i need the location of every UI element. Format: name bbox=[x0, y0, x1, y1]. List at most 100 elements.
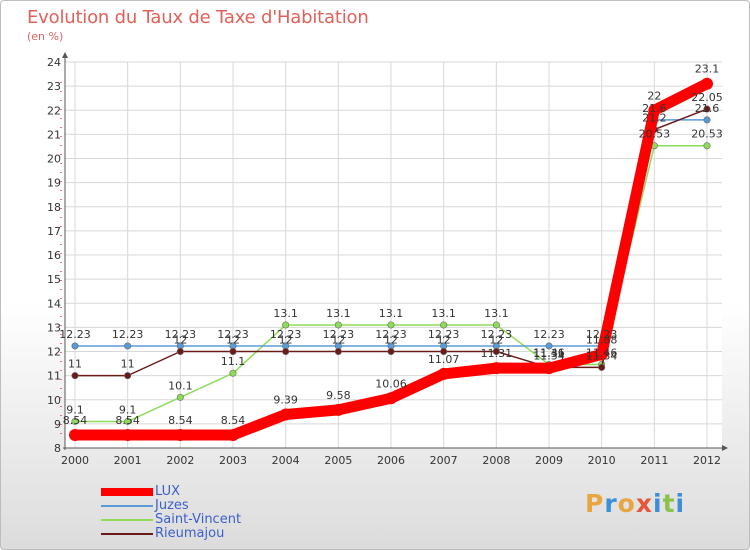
legend-item-saint-vincent: Saint-Vincent bbox=[101, 513, 241, 527]
data-point bbox=[334, 321, 342, 329]
logo-letter: P bbox=[585, 489, 605, 518]
x-tick-label: 2009 bbox=[535, 454, 563, 467]
data-label: 8.54 bbox=[115, 414, 140, 427]
y-tick-label: 9 bbox=[54, 418, 61, 431]
data-point bbox=[492, 321, 500, 329]
data-point bbox=[279, 408, 292, 421]
data-point bbox=[545, 342, 553, 350]
logo-letter: o bbox=[617, 489, 636, 518]
y-tick-label: 19 bbox=[47, 177, 61, 190]
logo-letter: x bbox=[635, 489, 653, 518]
data-point bbox=[124, 372, 132, 380]
data-label: 23.1 bbox=[695, 63, 720, 76]
data-label: 12 bbox=[331, 334, 345, 347]
data-point bbox=[332, 403, 345, 416]
data-label: 13.1 bbox=[484, 307, 509, 320]
data-label: 9.58 bbox=[326, 389, 351, 402]
logo-letter: i bbox=[653, 489, 663, 518]
data-label: 8.54 bbox=[63, 414, 88, 427]
y-tick-label: 10 bbox=[47, 394, 61, 407]
data-label: 9.1 bbox=[119, 403, 137, 416]
data-label: 10.1 bbox=[168, 379, 193, 392]
y-tick-label: 21 bbox=[47, 128, 61, 141]
x-tick-label: 2000 bbox=[61, 454, 89, 467]
data-label: 21.6 bbox=[642, 102, 667, 115]
y-tick-label: 13 bbox=[47, 321, 61, 334]
data-point bbox=[703, 142, 711, 150]
data-point bbox=[176, 347, 184, 355]
data-label: 11.31 bbox=[533, 347, 565, 360]
y-tick-label: 24 bbox=[47, 56, 61, 69]
data-label: 11 bbox=[68, 358, 82, 371]
logo-letter: i bbox=[675, 489, 686, 518]
x-tick-label: 2011 bbox=[640, 454, 668, 467]
x-tick-label: 2007 bbox=[430, 454, 458, 467]
data-label: 12 bbox=[226, 334, 240, 347]
y-tick-label: 17 bbox=[47, 225, 61, 238]
x-tick-label: 2008 bbox=[482, 454, 510, 467]
data-label: 12.23 bbox=[270, 328, 302, 341]
data-label: 12.23 bbox=[428, 328, 460, 341]
data-label: 22 bbox=[647, 89, 661, 102]
data-point bbox=[334, 347, 342, 355]
data-point bbox=[282, 347, 290, 355]
y-axis-arrow bbox=[62, 52, 68, 58]
y-tick-label: 15 bbox=[47, 273, 61, 286]
data-point bbox=[492, 347, 500, 355]
logo-letter: t bbox=[662, 489, 676, 518]
legend-label-lux: LUX bbox=[155, 484, 181, 499]
data-point bbox=[69, 428, 81, 441]
y-tick-label: 20 bbox=[47, 153, 61, 166]
y-tick-label: 23 bbox=[47, 80, 61, 93]
data-point bbox=[598, 363, 606, 371]
data-point bbox=[229, 347, 237, 355]
legend-swatch-saint-vincent bbox=[101, 519, 153, 521]
data-label: 11.1 bbox=[221, 355, 246, 368]
x-tick-label: 2003 bbox=[219, 454, 247, 467]
data-point bbox=[648, 104, 661, 117]
y-tick-label: 16 bbox=[47, 249, 61, 262]
x-tick-label: 2010 bbox=[588, 454, 616, 467]
data-point bbox=[71, 342, 79, 350]
legend: LUX Juzes Saint-Vincent Rieumajou bbox=[101, 485, 241, 541]
data-label: 11.46 bbox=[533, 347, 565, 360]
data-label: 12.23 bbox=[217, 328, 249, 341]
legend-swatch-lux bbox=[101, 488, 153, 496]
data-point bbox=[595, 348, 608, 361]
data-point bbox=[121, 428, 134, 441]
data-point bbox=[387, 347, 395, 355]
data-label: 8.54 bbox=[168, 414, 193, 427]
data-label: 12.23 bbox=[59, 328, 91, 341]
x-tick-label: 2004 bbox=[272, 454, 300, 467]
data-point bbox=[282, 321, 290, 329]
data-label: 12.23 bbox=[165, 328, 197, 341]
y-tick-label: 11 bbox=[47, 370, 61, 383]
x-tick-label: 2006 bbox=[377, 454, 405, 467]
data-label: 13.1 bbox=[273, 307, 298, 320]
data-label: 9.1 bbox=[66, 403, 84, 416]
data-point bbox=[703, 116, 711, 124]
data-label: 12 bbox=[384, 334, 398, 347]
data-point bbox=[490, 362, 503, 375]
data-label: 10.06 bbox=[375, 377, 407, 390]
data-point bbox=[71, 372, 79, 380]
data-label: 12.23 bbox=[586, 328, 618, 341]
data-point bbox=[174, 428, 187, 441]
data-label: 11.07 bbox=[428, 353, 460, 366]
data-label: 11.34 bbox=[533, 349, 565, 362]
y-tick-label: 12 bbox=[47, 346, 61, 359]
data-label: 12.23 bbox=[533, 328, 565, 341]
data-label: 11.31 bbox=[481, 347, 513, 360]
data-point bbox=[71, 417, 79, 425]
data-label: 12.23 bbox=[112, 328, 144, 341]
data-point bbox=[440, 321, 448, 329]
data-label: 11 bbox=[121, 358, 135, 371]
legend-label-juzes: Juzes bbox=[155, 498, 189, 513]
legend-item-rieumajou: Rieumajou bbox=[101, 527, 241, 541]
data-point bbox=[703, 105, 711, 113]
data-label: 13.1 bbox=[326, 307, 351, 320]
legend-item-lux: LUX bbox=[101, 485, 241, 499]
data-label: 12.23 bbox=[481, 328, 513, 341]
